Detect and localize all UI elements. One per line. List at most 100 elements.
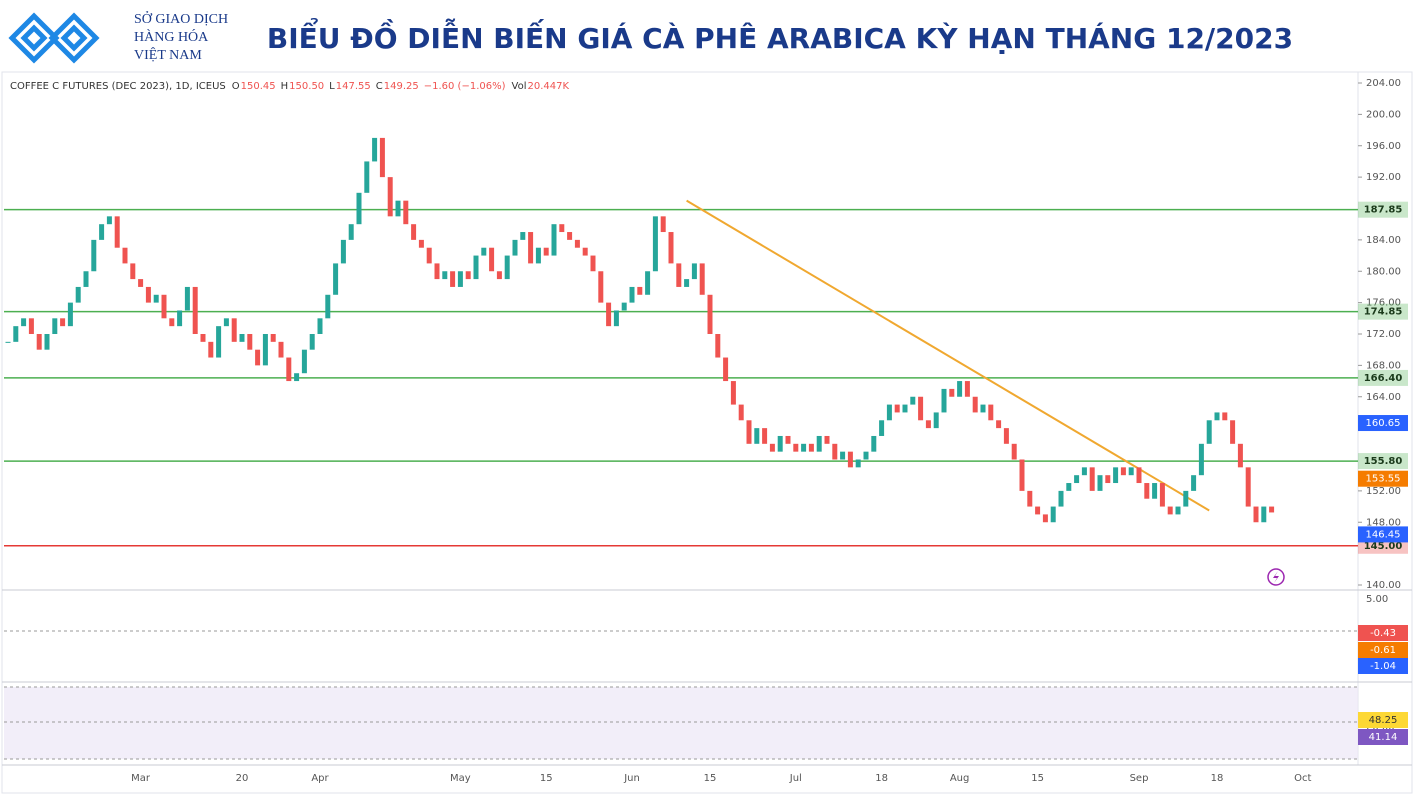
legend-text: 149.25 [384, 81, 419, 92]
candle [972, 396, 978, 413]
legend-text: 150.50 [289, 81, 324, 92]
candle [1175, 506, 1181, 515]
price-badge [1358, 470, 1408, 487]
level-badge [1358, 453, 1408, 470]
candle [1261, 506, 1267, 523]
candle [801, 443, 807, 452]
level-label: 155.80 [1364, 456, 1403, 467]
legend-text: C [376, 81, 383, 92]
level-badge [1358, 369, 1408, 386]
candle [1222, 412, 1228, 421]
candle [582, 247, 588, 256]
logo-text: VIỆT NAM [134, 46, 202, 63]
candle [309, 334, 315, 350]
candle [847, 451, 853, 468]
candle [840, 451, 846, 460]
candle [239, 334, 245, 342]
candle [863, 451, 869, 460]
candle [255, 349, 261, 366]
legend-text: −1.60 (−1.06%) [424, 81, 506, 92]
rsi-band [4, 687, 1358, 759]
candle [1097, 475, 1103, 491]
candle [590, 255, 596, 272]
candle [707, 294, 713, 334]
candle [75, 286, 81, 303]
candle [223, 318, 229, 327]
candle [364, 161, 370, 193]
level-badge [1358, 303, 1408, 320]
alert-icon-bolt [1273, 571, 1279, 583]
candle [886, 404, 892, 421]
candle [1042, 514, 1048, 523]
candle [387, 177, 393, 217]
y-tick-label: 164.00 [1366, 392, 1401, 403]
candle [192, 286, 198, 334]
candle [1191, 475, 1197, 491]
y-tick-label: 184.00 [1366, 235, 1401, 246]
chart-frame [1, 71, 1413, 794]
candle [340, 239, 346, 264]
level-label: 187.85 [1364, 205, 1403, 216]
candle [333, 263, 339, 295]
candle [145, 286, 151, 303]
x-tick-label: 20 [236, 773, 249, 784]
candle [1230, 420, 1236, 444]
candle [918, 396, 924, 421]
y-tick-label: 200.00 [1366, 109, 1401, 120]
logo-text: SỞ GIAO DỊCH [134, 10, 228, 27]
candle [1019, 459, 1025, 491]
candle [816, 435, 822, 452]
candle [902, 404, 908, 413]
candle [1105, 475, 1111, 484]
y-tick-label: 140.00 [1366, 580, 1401, 591]
candle [473, 255, 479, 280]
x-tick-label: Oct [1294, 773, 1311, 784]
candle [379, 137, 385, 178]
candle [543, 247, 549, 256]
panel-badge-label: -0.61 [1370, 645, 1396, 656]
candle [1011, 443, 1017, 460]
candle [925, 420, 931, 429]
candle [723, 357, 729, 382]
trendline [686, 199, 1210, 512]
candle [442, 271, 448, 280]
candle [231, 318, 237, 342]
price-badge [1358, 526, 1408, 543]
candle [777, 435, 783, 452]
candle [520, 232, 526, 240]
candle [403, 200, 409, 225]
candle [629, 286, 635, 303]
candle [99, 224, 105, 240]
candle [434, 263, 440, 280]
candle [294, 373, 300, 382]
candle [754, 428, 760, 444]
candle [1159, 483, 1165, 507]
candle [613, 310, 619, 327]
candle [1027, 490, 1033, 507]
panel-badge [1358, 729, 1408, 745]
page-title: BIỂU ĐỒ DIỄN BIẾN GIÁ CÀ PHÊ ARABICA KỲ … [267, 16, 1293, 55]
candle [395, 200, 401, 217]
candle [769, 443, 775, 452]
candle [1113, 467, 1119, 484]
candle [1074, 475, 1080, 484]
candle [457, 271, 463, 287]
x-tick-label: 15 [704, 773, 717, 784]
candle [184, 286, 190, 311]
candle [348, 224, 354, 240]
candle [621, 302, 627, 311]
candle [1003, 428, 1009, 444]
candle [67, 302, 73, 327]
price-badge-label: 160.65 [1366, 418, 1401, 429]
candle [660, 216, 666, 233]
candle [286, 357, 292, 382]
candle [1035, 506, 1041, 515]
candle [746, 420, 752, 444]
candle [411, 224, 417, 240]
panel-badge [1358, 625, 1408, 641]
alert-icon[interactable] [1267, 568, 1285, 586]
candle [988, 404, 994, 421]
panel-badge [1358, 642, 1408, 658]
candle [36, 334, 42, 350]
y-tick-label: 192.00 [1366, 172, 1401, 183]
